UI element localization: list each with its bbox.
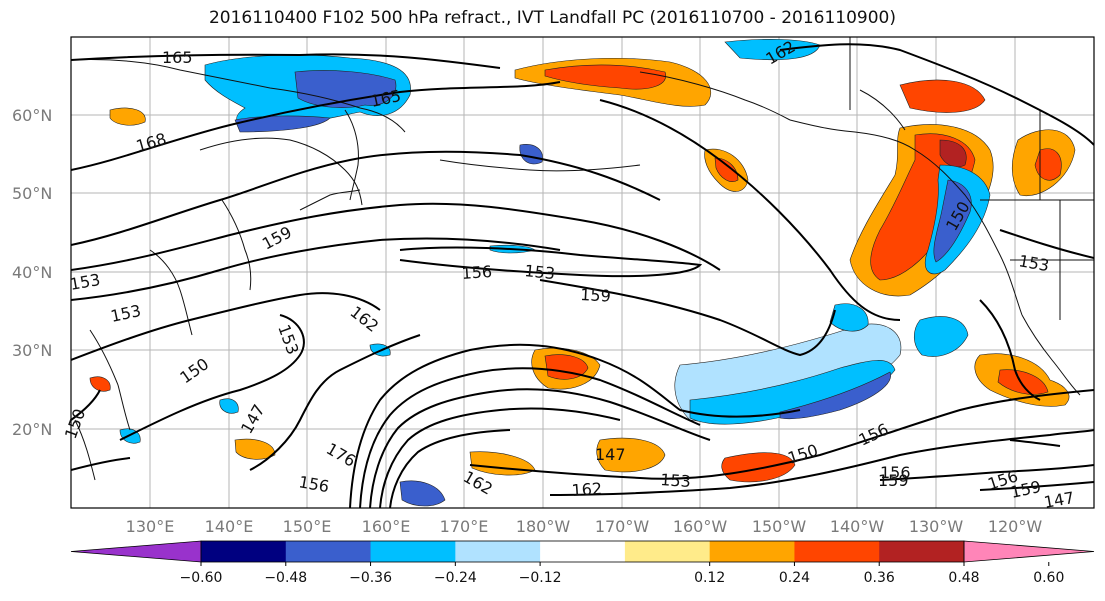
colorbar-tick-label: −0.48 (264, 570, 307, 586)
pos-shade-tropic2 (721, 452, 796, 483)
refractivity-contours (71, 43, 1094, 508)
contour-label: 156 (461, 262, 493, 283)
contour-label: 162 (571, 479, 603, 500)
lon-label: 120°W (988, 517, 1043, 536)
pos-shade-japan (234, 438, 276, 460)
lat-label: 60°N (12, 106, 52, 125)
lon-label: 150°E (283, 517, 332, 536)
colorbar-tick-label: −0.12 (519, 570, 562, 586)
lat-label: 30°N (12, 341, 52, 360)
coast-kuril (299, 189, 361, 211)
lon-label: 130°E (126, 517, 175, 536)
colorbar-bin (709, 541, 795, 562)
colorbar-tick-label: 0.24 (779, 570, 810, 586)
coast-canada-west (914, 149, 1023, 316)
coast-korea-china (149, 249, 193, 336)
pos-core-bc2 (1034, 148, 1062, 181)
lat-label: 20°N (12, 420, 52, 439)
colorbar-bin (624, 541, 711, 562)
pos-shade-small4 (89, 376, 111, 392)
coast-china-south (89, 329, 131, 431)
gridlines (71, 37, 1094, 508)
neg-shade-small2 (219, 398, 239, 414)
contour-label: 159 (878, 471, 909, 490)
neg-shade-se (829, 303, 869, 332)
colorbar-outline (200, 540, 965, 563)
contour-label: 153 (524, 261, 556, 283)
pos-darkcore-canada (939, 139, 967, 168)
pos-core-hawaii (544, 354, 589, 380)
pos-shade-tropic (596, 437, 666, 473)
neg-band-core2 (779, 371, 891, 420)
lon-label: 170°E (440, 517, 489, 536)
pos-core-alaska (544, 64, 667, 90)
neg-core-bc (933, 179, 972, 263)
coast-russia-east (71, 58, 406, 133)
map-frame (70, 36, 1095, 509)
colorbar-tick-label: 0.60 (1033, 570, 1064, 586)
colorbar-bin (285, 541, 372, 562)
neg-shade-tropic-west (399, 480, 446, 507)
coast-baja (1021, 314, 1081, 396)
coast-ph (74, 419, 96, 481)
colorbar-bin (370, 541, 456, 562)
colorbar-tick-label: −0.60 (180, 570, 223, 586)
lon-label: 140°E (205, 517, 254, 536)
lon-label: 170°W (595, 517, 650, 536)
lon-label: 150°W (752, 517, 807, 536)
colorbar-tick-label: 0.12 (694, 570, 725, 586)
colorbar-tick-label: −0.36 (349, 570, 392, 586)
lon-label: 160°W (673, 517, 728, 536)
latitude-labels: 60°N 50°N 40°N 30°N 20°N (12, 106, 52, 439)
pos-core-ctrl (714, 157, 739, 182)
contour-label: 165 (162, 48, 193, 67)
contour-label: 147 (595, 445, 626, 464)
coast-alaska (639, 71, 791, 121)
colorbar-bin (540, 541, 626, 562)
map-title: 2016110400 F102 500 hPa refract., IVT La… (208, 8, 896, 28)
contour-label: 159 (580, 285, 611, 306)
coast-japan (221, 199, 252, 291)
ivt-shading (89, 39, 1076, 507)
coast-ak-islands (859, 89, 906, 131)
neg-shade-west (913, 316, 969, 357)
lat-label: 50°N (12, 184, 52, 203)
colorbar-extension-low (70, 540, 202, 563)
coastlines (71, 37, 1094, 481)
colorbar-bin (201, 541, 287, 562)
colorbar-extension-high (963, 540, 1095, 563)
neg-core-kamchatka (294, 70, 397, 108)
coast-alaska-gulf (789, 119, 916, 151)
lat-label: 40°N (12, 263, 52, 282)
contour-label: 156 (880, 463, 911, 482)
lon-label: 180°W (516, 517, 571, 536)
coast-aleutians (439, 159, 641, 172)
neg-band-subtropic-core (689, 360, 896, 425)
longitude-labels: 130°E 140°E 150°E 160°E 170°E 180°W 170°… (126, 517, 1043, 536)
pos-shade-nw (109, 107, 146, 126)
colorbar-tick-label: −0.24 (434, 570, 477, 586)
lon-label: 160°E (362, 517, 411, 536)
contour-label: 153 (660, 470, 692, 491)
colorbar-tick-label: 0.36 (864, 570, 895, 586)
pos-shade-gulfak (899, 79, 986, 113)
colorbar-bin (455, 541, 541, 562)
colorbar: −0.60 −0.48 −0.36 −0.24 −0.12 0.12 0.24 0.36 0.4… (70, 540, 1095, 586)
lon-label: 140°W (830, 517, 885, 536)
pos-core-baja (997, 369, 1049, 395)
map-panel (71, 37, 1094, 508)
lon-label: 130°W (909, 517, 964, 536)
colorbar-bin (794, 541, 880, 562)
colorbar-tick-label: 0.48 (948, 570, 979, 586)
coast-okhotsk (199, 137, 363, 206)
colorbar-bin (879, 541, 965, 562)
